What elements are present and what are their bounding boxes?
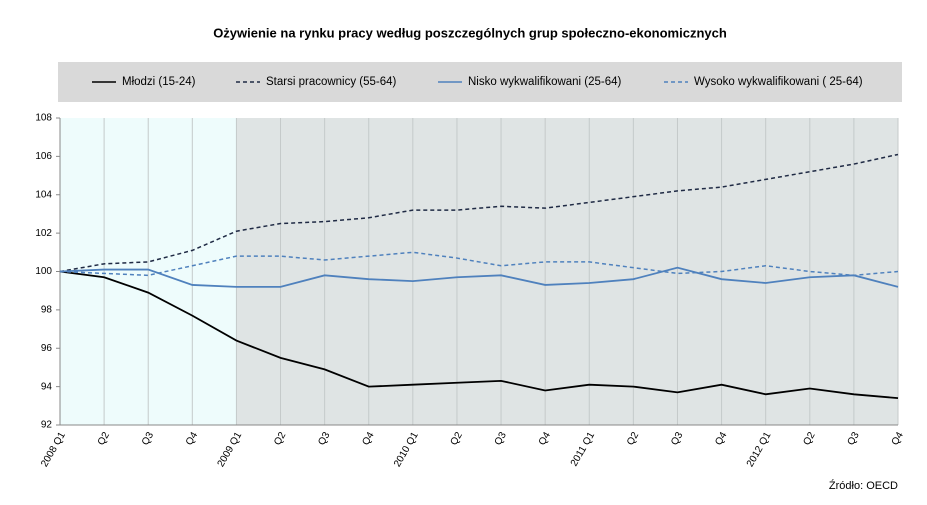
x-tick-label: Q2	[801, 430, 817, 447]
legend-label: Młodzi (15-24)	[122, 76, 196, 88]
x-tick-label: Q3	[493, 430, 509, 447]
y-tick-label: 108	[35, 113, 52, 124]
series-line	[59, 153, 899, 273]
series-line	[59, 270, 899, 400]
legend-label: Wysoko wykwalifikowani ( 25-64)	[694, 76, 863, 88]
x-tick-label: 2008 Q1	[39, 430, 68, 469]
x-tick-label: 2009 Q1	[216, 430, 245, 469]
source: Źródło: OECD	[829, 479, 898, 492]
plot-background	[236, 118, 899, 425]
x-tick-label: 2012 Q1	[745, 430, 774, 469]
x-tick-label: Q4	[713, 430, 729, 447]
x-tick-label: Q4	[184, 430, 200, 447]
x-tick-label: Q4	[537, 430, 553, 447]
y-tick-label: 94	[41, 381, 53, 392]
x-tick-label: Q3	[316, 430, 332, 447]
legend-label: Starsi pracownicy (55-64)	[266, 76, 397, 88]
y-tick-label: 100	[35, 266, 52, 277]
y-tick-label: 106	[35, 151, 52, 162]
x-tick-label: Q2	[96, 430, 112, 447]
x-tick-label: Q2	[625, 430, 641, 447]
x-tick-label: Q4	[360, 430, 376, 447]
y-tick-label: 92	[41, 420, 53, 431]
x-tick-label: Q3	[669, 430, 685, 447]
legend-box	[58, 62, 902, 102]
legend-label: Nisko wykwalifikowani (25-64)	[468, 76, 622, 88]
y-tick-label: 104	[35, 189, 52, 200]
chart-title: Ożywienie na rynku pracy według poszczeg…	[213, 25, 727, 40]
series-line	[59, 266, 899, 288]
y-tick-label: 102	[35, 228, 52, 239]
y-tick-label: 98	[41, 305, 53, 316]
x-tick-label: Q2	[272, 430, 288, 447]
x-tick-label: Q3	[140, 430, 156, 447]
y-tick-label: 96	[41, 343, 53, 354]
x-tick-label: 2011 Q1	[569, 430, 598, 468]
x-tick-label: Q3	[846, 430, 862, 447]
x-tick-label: Q2	[449, 430, 465, 447]
x-tick-label: Q4	[890, 430, 906, 447]
x-tick-label: 2010 Q1	[392, 430, 421, 469]
series-line	[59, 251, 899, 277]
